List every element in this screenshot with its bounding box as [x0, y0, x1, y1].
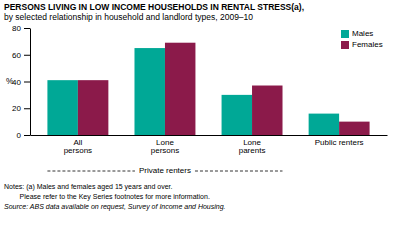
bar — [165, 43, 195, 135]
tick-label: Public renters — [315, 138, 364, 147]
tick-mark — [24, 108, 30, 109]
note: Notes: (a) Males and females aged 15 yea… — [4, 183, 173, 191]
legend-swatch — [341, 41, 349, 49]
chart: PERSONS LIVING IN LOW INCOME HOUSEHOLDS … — [0, 0, 397, 227]
legend-item: Females — [341, 40, 383, 49]
tick-label: 0 — [17, 131, 22, 140]
tick: Loneparents — [239, 138, 266, 156]
tick: 20 — [12, 104, 30, 113]
tick-label: 80 — [12, 24, 21, 33]
tick-mark — [24, 55, 30, 56]
tick: 80 — [12, 24, 30, 33]
bar — [78, 80, 108, 135]
tick-label: 20 — [12, 104, 21, 113]
tick: 0 — [17, 131, 30, 140]
title: PERSONS LIVING IN LOW INCOME HOUSEHOLDS … — [4, 2, 304, 12]
annotation-line — [195, 171, 283, 172]
tick-label: Loneparents — [239, 138, 266, 156]
legend-swatch — [341, 30, 349, 38]
bar — [134, 48, 164, 135]
tick-label: Lonepersons — [151, 138, 179, 156]
tick-label: 60 — [12, 51, 21, 60]
tick: Public renters — [315, 138, 364, 147]
axis-title: % — [6, 76, 14, 86]
bar — [252, 86, 282, 135]
legend-label: Females — [352, 40, 383, 49]
note: Please refer to the Key Series footnotes… — [4, 193, 210, 201]
tick: 40 — [12, 78, 30, 87]
bar-series — [78, 43, 370, 135]
bar — [339, 122, 369, 135]
source: Source: ABS data available on request, S… — [4, 203, 226, 211]
tick: 60 — [12, 51, 30, 60]
tick: Lonepersons — [151, 138, 179, 156]
tick-mark — [24, 135, 30, 136]
legend-item: Males — [341, 29, 373, 38]
bar — [222, 95, 252, 135]
annotation-line — [47, 171, 135, 172]
bar — [47, 80, 77, 135]
plot: 0 20 40 60 80 Allpersons Lonepersons Loneparent… — [12, 24, 387, 155]
annotation: Private renters — [139, 166, 191, 175]
axis-line — [31, 135, 388, 136]
tick-mark — [24, 82, 30, 83]
bar — [309, 114, 339, 135]
tick-mark — [24, 28, 30, 29]
x-axis: Allpersons Lonepersons Loneparents Public r… — [31, 136, 388, 156]
legend: Males Females — [341, 29, 383, 49]
y-axis: 0 20 40 60 80 — [12, 24, 30, 140]
tick-label: Allpersons — [64, 138, 92, 156]
axis-line — [30, 29, 31, 136]
bars — [47, 43, 369, 135]
subtitle: by selected relationship in household an… — [4, 12, 253, 22]
tick: Allpersons — [64, 138, 92, 156]
legend-label: Males — [352, 29, 373, 38]
